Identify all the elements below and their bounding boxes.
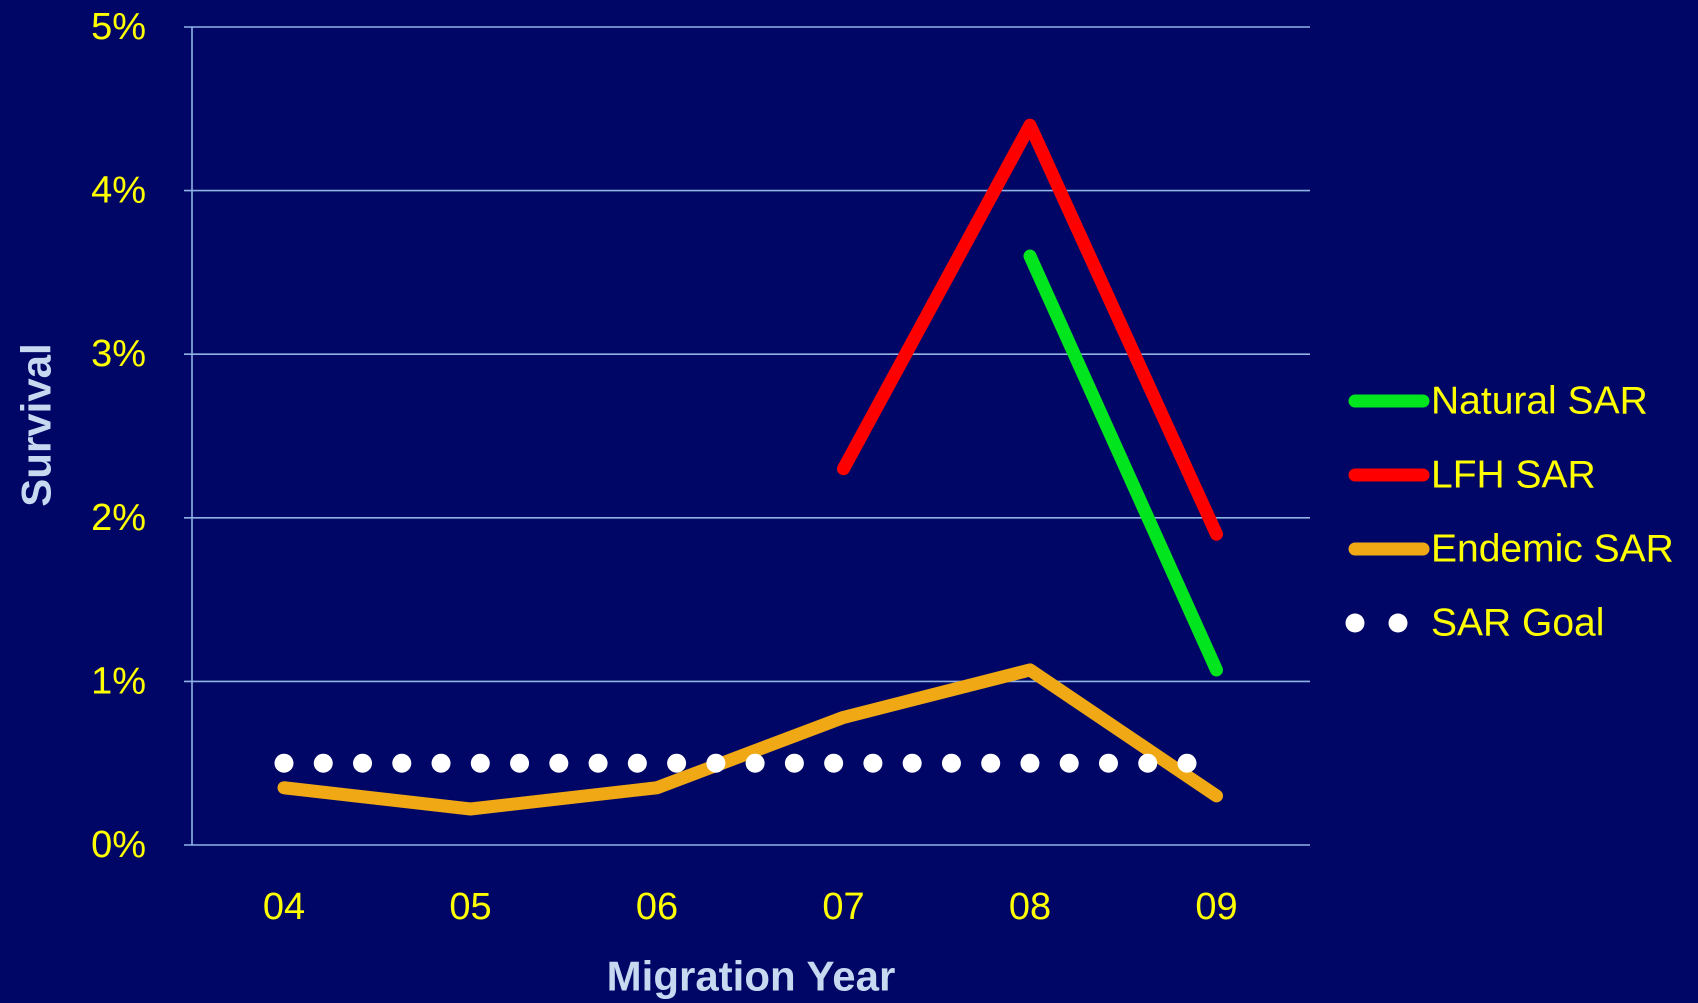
- goal-dot: [313, 753, 333, 773]
- legend-item: LFH SAR: [1348, 454, 1596, 497]
- legend-swatch: [1345, 613, 1365, 633]
- goal-dot: [392, 753, 412, 773]
- goal-dot: [1098, 753, 1118, 773]
- goal-dot: [824, 753, 844, 773]
- goal-dot: [1177, 753, 1197, 773]
- y-tick-label: 0%: [91, 824, 146, 866]
- x-tick-label: 08: [1009, 886, 1051, 928]
- legend-item: Natural SAR: [1348, 380, 1648, 423]
- x-tick-label: 09: [1195, 886, 1237, 928]
- goal-dot: [588, 753, 608, 773]
- y-tick-label: 4%: [91, 170, 146, 212]
- x-tick-label: 04: [263, 886, 305, 928]
- goal-dot: [745, 753, 765, 773]
- series-sar-goal: [274, 753, 1197, 773]
- x-tick-label: 05: [449, 886, 491, 928]
- goal-dot: [981, 753, 1001, 773]
- legend-swatch: [1388, 613, 1408, 633]
- goal-dot: [941, 753, 961, 773]
- legend-label: SAR Goal: [1431, 602, 1604, 645]
- gridlines: [184, 26, 1310, 846]
- legend-label: Natural SAR: [1431, 380, 1648, 423]
- y-tick-labels: 0% 1% 2% 3% 4% 5%: [91, 6, 146, 866]
- goal-dot: [1020, 753, 1040, 773]
- x-tick-labels: 04 05 06 07 08 09: [263, 886, 1238, 928]
- goal-dot: [706, 753, 726, 773]
- series-natural-sar: [1023, 249, 1223, 677]
- goal-dot: [902, 753, 922, 773]
- goal-dot: [274, 753, 294, 773]
- series-line: [1023, 249, 1223, 677]
- legend-item: SAR Goal: [1345, 602, 1604, 645]
- y-axis-title: Survival: [13, 343, 60, 506]
- legend-item: Endemic SAR: [1348, 528, 1674, 571]
- goal-dot: [549, 753, 569, 773]
- x-tick-label: 06: [636, 886, 678, 928]
- series-line: [277, 663, 1223, 816]
- goal-dot: [863, 753, 883, 773]
- goal-dot: [470, 753, 490, 773]
- goal-dot: [1059, 753, 1079, 773]
- goal-dot: [784, 753, 804, 773]
- legend-label: LFH SAR: [1431, 454, 1596, 497]
- series-lfh-sar: [837, 118, 1223, 541]
- y-tick-label: 5%: [91, 6, 146, 48]
- x-axis-title: Migration Year: [607, 953, 896, 1000]
- series-group: [274, 118, 1223, 816]
- goal-dot: [431, 753, 451, 773]
- series-endemic-sar: [277, 663, 1223, 816]
- y-tick-label: 1%: [91, 660, 146, 702]
- goal-dot: [1138, 753, 1158, 773]
- legend: Natural SAR LFH SAR Endemic SAR SAR Goal: [1345, 380, 1674, 645]
- legend-label: Endemic SAR: [1431, 528, 1674, 571]
- series-line: [837, 118, 1223, 541]
- y-tick-label: 2%: [91, 497, 146, 539]
- y-tick-label: 3%: [91, 333, 146, 375]
- goal-dot: [627, 753, 647, 773]
- goal-dot: [353, 753, 373, 773]
- goal-dot: [510, 753, 530, 773]
- goal-dot: [667, 753, 687, 773]
- x-tick-label: 07: [822, 886, 864, 928]
